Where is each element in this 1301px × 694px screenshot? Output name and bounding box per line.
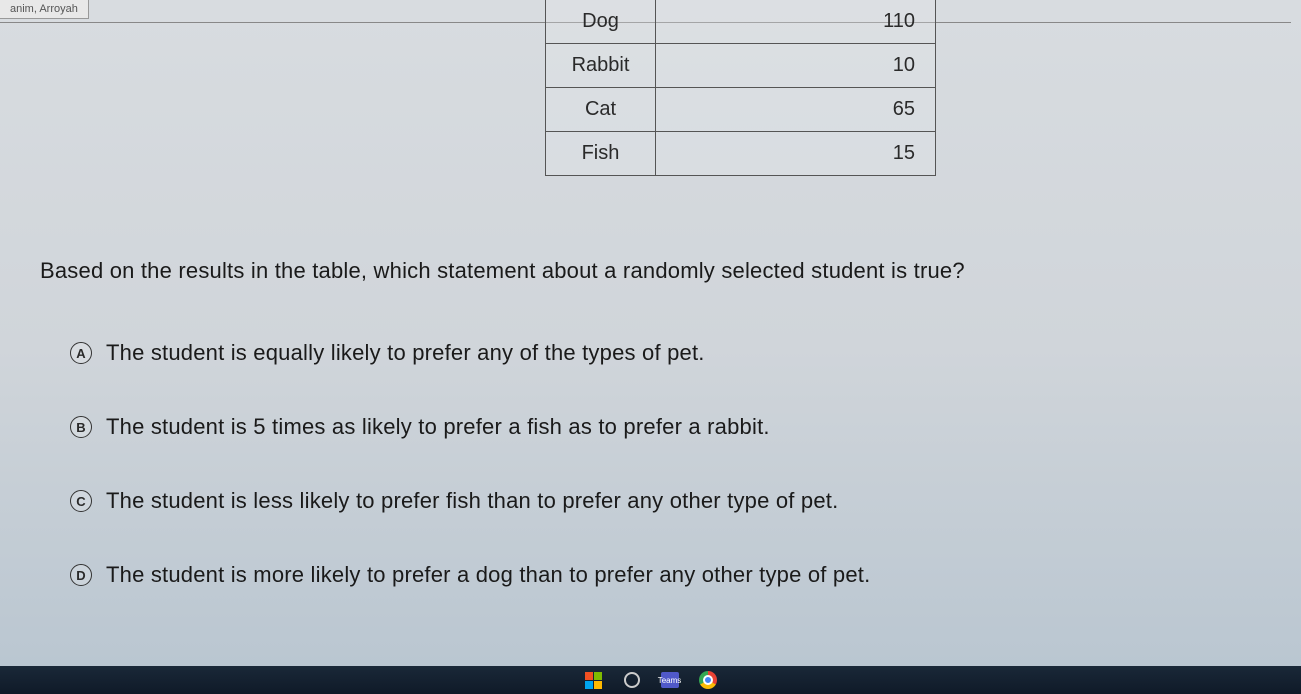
table-row: Fish 15 — [546, 132, 936, 176]
option-badge: D — [70, 564, 92, 586]
pet-label: Cat — [546, 88, 656, 132]
windows-taskbar: Teams — [0, 666, 1301, 694]
option-b[interactable]: B The student is 5 times as likely to pr… — [70, 414, 870, 440]
option-text: The student is 5 times as likely to pref… — [106, 414, 770, 440]
table-row: Rabbit 10 — [546, 44, 936, 88]
table-row: Cat 65 — [546, 88, 936, 132]
option-c[interactable]: C The student is less likely to prefer f… — [70, 488, 870, 514]
answer-options: A The student is equally likely to prefe… — [70, 340, 870, 636]
chrome-icon[interactable] — [698, 670, 718, 690]
pet-label: Fish — [546, 132, 656, 176]
tab-label: anim, Arroyah — [0, 0, 89, 19]
option-badge: C — [70, 490, 92, 512]
pet-value: 110 — [656, 0, 936, 44]
pet-value: 15 — [656, 132, 936, 176]
pet-data-table: Dog 110 Rabbit 10 Cat 65 Fish 15 — [545, 0, 936, 176]
option-a[interactable]: A The student is equally likely to prefe… — [70, 340, 870, 366]
option-badge: B — [70, 416, 92, 438]
option-text: The student is equally likely to prefer … — [106, 340, 705, 366]
cortana-icon[interactable] — [622, 670, 642, 690]
pet-label: Dog — [546, 0, 656, 44]
windows-start-icon[interactable] — [584, 670, 604, 690]
option-d[interactable]: D The student is more likely to prefer a… — [70, 562, 870, 588]
question-text: Based on the results in the table, which… — [40, 258, 965, 284]
pet-value: 65 — [656, 88, 936, 132]
option-badge: A — [70, 342, 92, 364]
pet-value: 10 — [656, 44, 936, 88]
option-text: The student is less likely to prefer fis… — [106, 488, 838, 514]
teams-icon[interactable]: Teams — [660, 670, 680, 690]
table-row: Dog 110 — [546, 0, 936, 44]
option-text: The student is more likely to prefer a d… — [106, 562, 870, 588]
pet-label: Rabbit — [546, 44, 656, 88]
